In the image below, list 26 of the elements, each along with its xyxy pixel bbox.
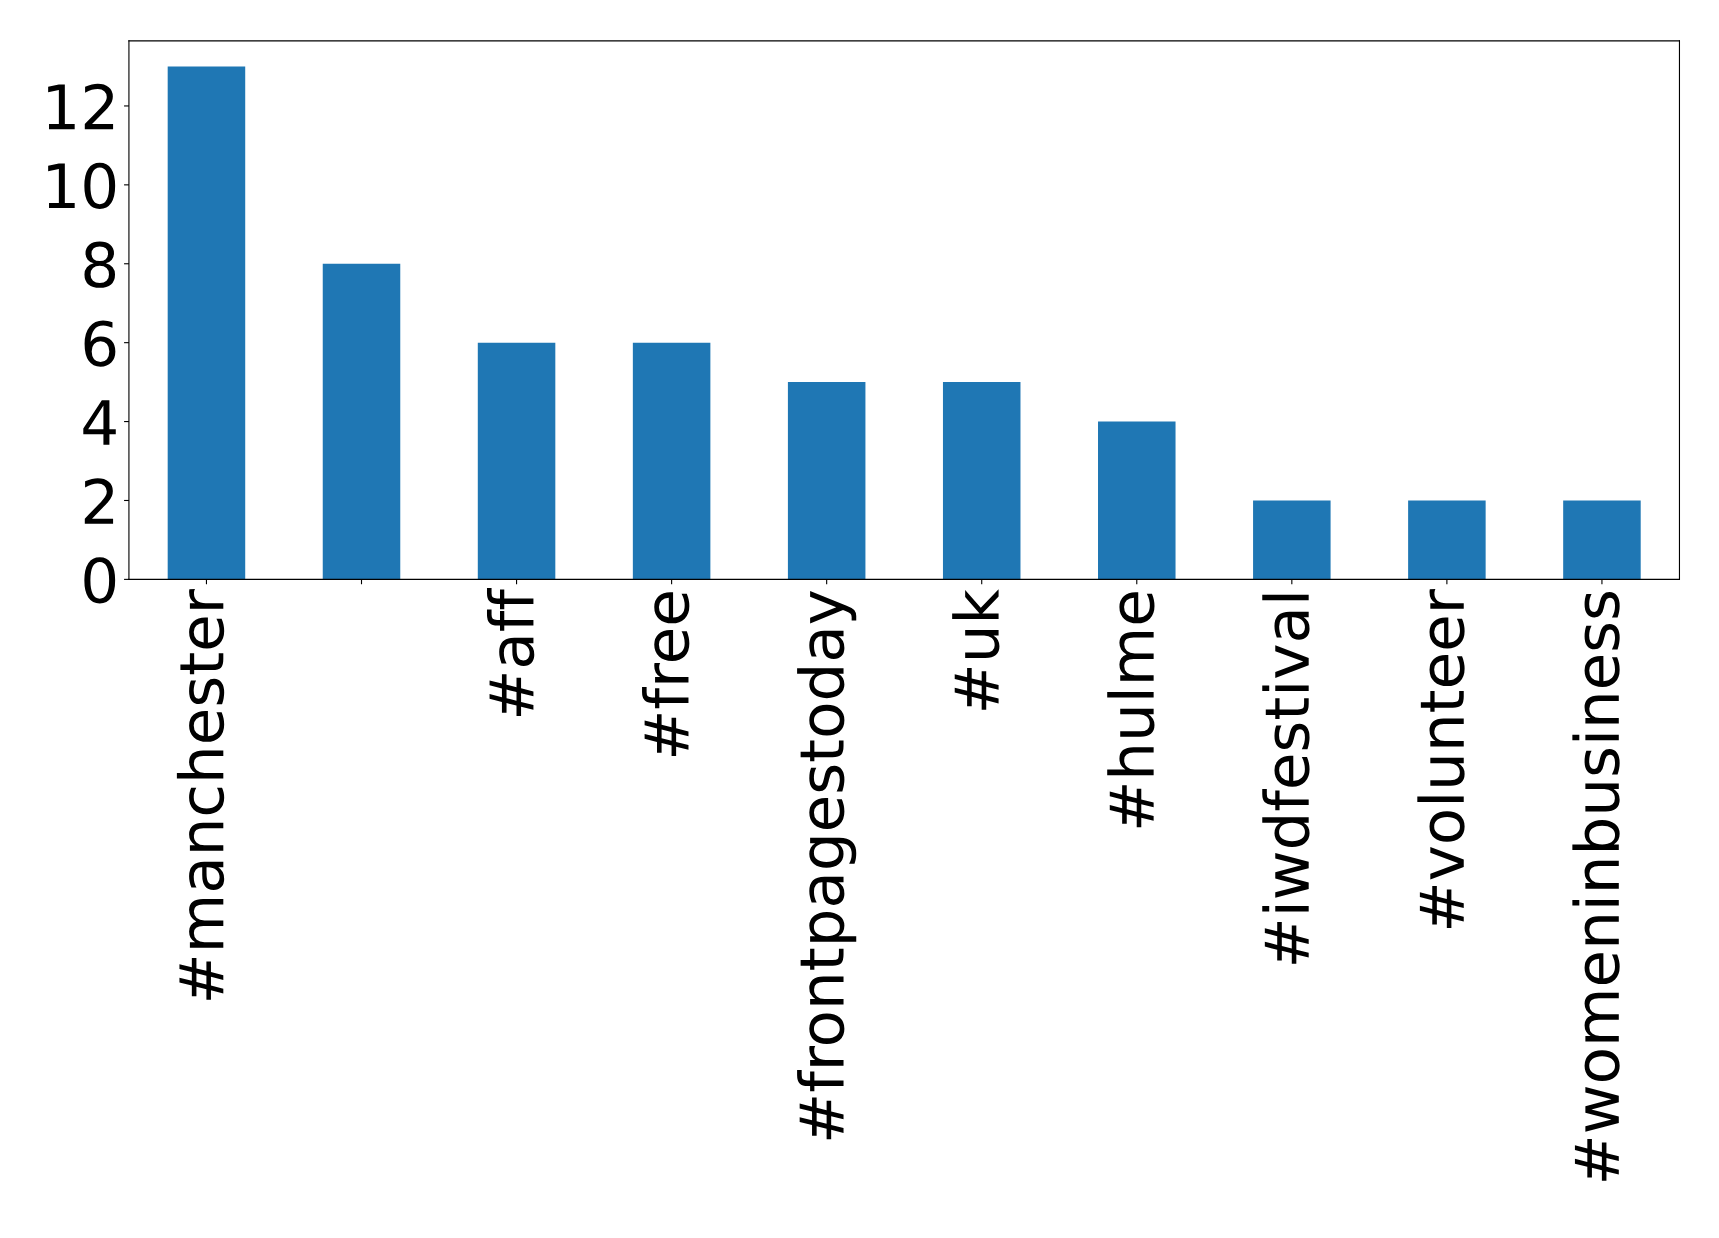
y-tick-label: 8 <box>84 241 116 288</box>
bar <box>1098 421 1176 580</box>
x-tick-label: #manchester <box>176 589 225 1000</box>
y-tick-label: 10 <box>48 162 116 209</box>
x-tick-label: #uk <box>952 589 1000 710</box>
bar <box>787 382 866 580</box>
bar <box>477 342 556 580</box>
bar <box>632 342 711 580</box>
bar <box>1408 500 1486 580</box>
bar <box>167 66 246 580</box>
x-tick-label: #frontpagestoday <box>797 590 857 1140</box>
x-tick-label: #iwdfestival <box>1262 594 1310 964</box>
y-tick-label: 4 <box>83 400 116 445</box>
bar <box>942 382 1021 580</box>
y-tick-label: 6 <box>84 320 116 367</box>
y-tick-label: 2 <box>84 478 114 524</box>
y-tick-label: 0 <box>84 557 116 604</box>
x-tick-label: #free <box>642 592 690 757</box>
bar <box>322 263 401 580</box>
bar <box>1563 500 1641 580</box>
y-tick-label: 12 <box>48 83 114 130</box>
x-tick-label: #volunteer <box>1417 589 1465 928</box>
bar <box>1253 500 1331 580</box>
x-tick-label: #hulme <box>1107 592 1155 828</box>
x-tick-label: #womeninbusiness <box>1572 592 1620 1181</box>
x-tick-label: #aff <box>486 587 535 717</box>
